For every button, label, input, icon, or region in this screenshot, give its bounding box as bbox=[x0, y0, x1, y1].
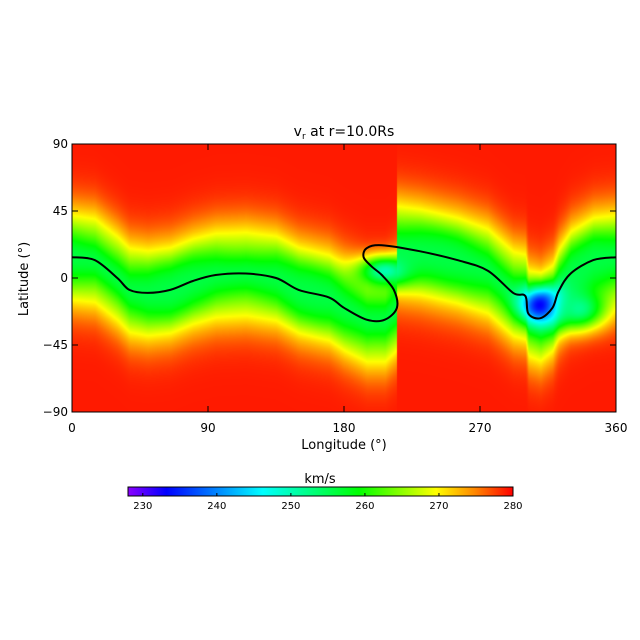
chart-title: vr at r=10.0Rs bbox=[294, 124, 395, 142]
colorbar-tick-label: 260 bbox=[355, 501, 374, 512]
plot-area bbox=[71, 143, 617, 413]
y-axis-label: Latitude (°) bbox=[17, 242, 32, 316]
chart-title-main: v bbox=[294, 124, 302, 140]
colorbar-gradient bbox=[127, 486, 514, 497]
x-tick-label: 360 bbox=[605, 421, 628, 435]
neutral-line bbox=[72, 244, 616, 323]
x-tick-label: 90 bbox=[200, 421, 215, 435]
colorbar-tick-label: 250 bbox=[281, 501, 300, 512]
colorbar-tick-label: 240 bbox=[207, 501, 226, 512]
colorbar: km/s 230 240 250 260 270 280 bbox=[127, 472, 523, 512]
chart-title-rest: at r=10.0Rs bbox=[306, 124, 395, 140]
colorbar-label: km/s bbox=[304, 472, 336, 487]
colorbar-tick-label: 230 bbox=[133, 501, 152, 512]
colorbar-ticks: 230 240 250 260 270 280 bbox=[133, 493, 523, 512]
y-axis: 90 45 0 −45 −90 bbox=[43, 137, 616, 419]
chart-title-subscript: r bbox=[302, 132, 306, 142]
x-tick-label: 270 bbox=[469, 421, 492, 435]
x-tick-label: 180 bbox=[333, 421, 356, 435]
y-tick-label: 0 bbox=[60, 271, 68, 285]
colorbar-tick-label: 270 bbox=[429, 501, 448, 512]
y-tick-label: −45 bbox=[43, 338, 68, 352]
x-axis-label: Longitude (°) bbox=[301, 438, 386, 453]
y-tick-label: −90 bbox=[43, 405, 68, 419]
colorbar-tick-label: 280 bbox=[503, 501, 522, 512]
x-tick-label: 0 bbox=[68, 421, 76, 435]
x-axis: 0 90 180 270 360 bbox=[68, 144, 627, 435]
y-tick-label: 90 bbox=[53, 137, 68, 151]
heatmap bbox=[72, 144, 616, 412]
y-tick-label: 45 bbox=[53, 204, 68, 218]
